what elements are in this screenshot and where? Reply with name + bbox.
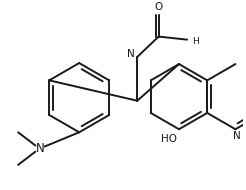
Text: N: N [127,49,135,59]
Text: H: H [192,37,199,46]
Text: N: N [232,131,240,141]
Text: HO: HO [161,134,177,144]
Text: O: O [154,2,163,12]
Text: N: N [36,142,45,155]
